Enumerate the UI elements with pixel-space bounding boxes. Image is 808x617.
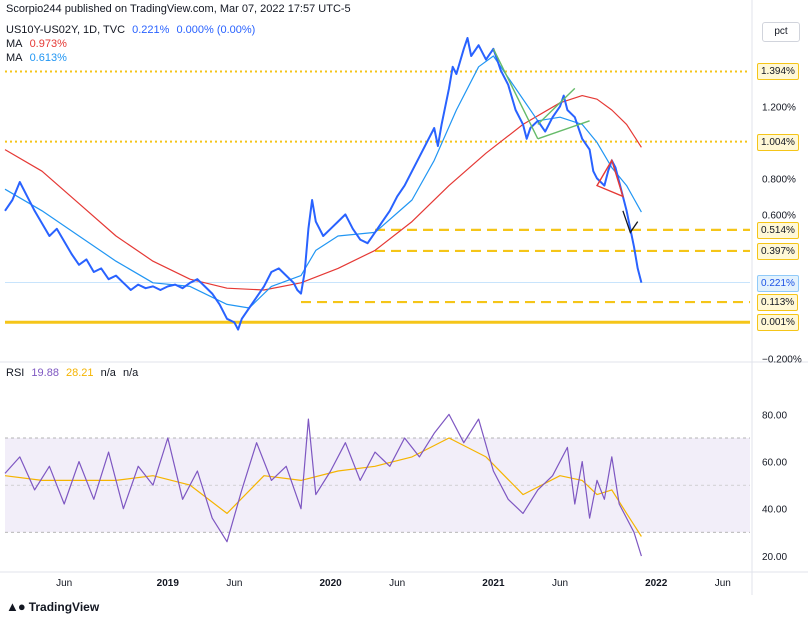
rsi-label: RSI — [6, 367, 25, 379]
rsi-pane[interactable]: 80.00 60.00 40.00 20.00 — [4, 410, 787, 563]
price-tag: 0.514% — [757, 221, 799, 239]
symbol-legend: US10Y-US02Y, 1D, TVC 0.221% 0.000% (0.00… — [6, 24, 259, 36]
trend-triangle-red — [595, 158, 625, 198]
brand-label: TradingView — [28, 599, 100, 614]
time-tick-label: 2019 — [157, 578, 180, 589]
tradingview-logo-icon: ▲● — [6, 599, 26, 614]
price-tick-label: 0.600% — [762, 210, 796, 221]
last-value: 0.221% — [132, 24, 170, 36]
trendline-green — [537, 120, 590, 140]
trendline-green — [537, 87, 576, 125]
ma-slow-line — [4, 95, 642, 291]
ma2-legend[interactable]: MA 0.613% — [6, 52, 71, 64]
ma1-value: 0.973% — [29, 38, 67, 50]
rsi-tick-label: 60.00 — [762, 458, 787, 469]
price-line — [4, 37, 643, 331]
rsi-ma-value: 28.21 — [66, 367, 94, 379]
ma2-value: 0.613% — [29, 52, 67, 64]
time-tick-label: 2022 — [645, 578, 668, 589]
tradingview-logo[interactable]: ▲● TradingView — [6, 599, 99, 614]
ma1-legend[interactable]: MA 0.973% — [6, 38, 71, 50]
price-tag: 0.221% — [757, 274, 799, 292]
ma-fast-line — [4, 55, 642, 309]
time-tick-label: Jun — [226, 578, 242, 589]
change-value: 0.000% (0.00%) — [176, 24, 256, 36]
rsi-ma-line — [4, 437, 642, 537]
publisher-header: Scorpio244 published on TradingView.com,… — [6, 3, 351, 15]
price-tag: 0.113% — [757, 294, 799, 312]
ma2-label: MA — [6, 52, 23, 64]
symbol-label[interactable]: US10Y-US02Y, 1D, TVC — [6, 24, 126, 36]
percent-scale-button[interactable]: pct — [762, 22, 800, 42]
time-tick-label: 2020 — [319, 578, 342, 589]
trendline-green — [492, 48, 539, 140]
rsi-line — [4, 413, 642, 557]
price-tag: 0.001% — [757, 314, 799, 332]
price-tick-label: 0.800% — [762, 174, 796, 185]
time-tick-label: 2021 — [482, 578, 505, 589]
price-tick-label: −0.200% — [762, 354, 802, 365]
price-tag: 0.397% — [757, 242, 799, 260]
rsi-value: 19.88 — [31, 367, 59, 379]
rsi-na-2: n/a — [122, 367, 139, 379]
time-tick-label: Jun — [56, 578, 72, 589]
price-tag: 1.394% — [757, 63, 799, 81]
rsi-na-1: n/a — [100, 367, 116, 379]
time-tick-label: Jun — [389, 578, 405, 589]
arrow-annotation — [622, 210, 639, 234]
rsi-tick-label: 80.00 — [762, 410, 787, 421]
rsi-tick-label: 40.00 — [762, 505, 787, 516]
time-axis[interactable]: Jun 2019 Jun 2020 Jun 2021 Jun 2022 Jun — [0, 571, 808, 589]
ma1-label: MA — [6, 38, 23, 50]
price-tag: 1.004% — [757, 133, 799, 151]
time-tick-label: Jun — [552, 578, 568, 589]
rsi-legend[interactable]: RSI 19.88 28.21 n/a n/a — [6, 367, 142, 379]
time-tick-label: Jun — [715, 578, 731, 589]
price-tick-label: 1.200% — [762, 102, 796, 113]
rsi-tick-label: 20.00 — [762, 552, 787, 563]
